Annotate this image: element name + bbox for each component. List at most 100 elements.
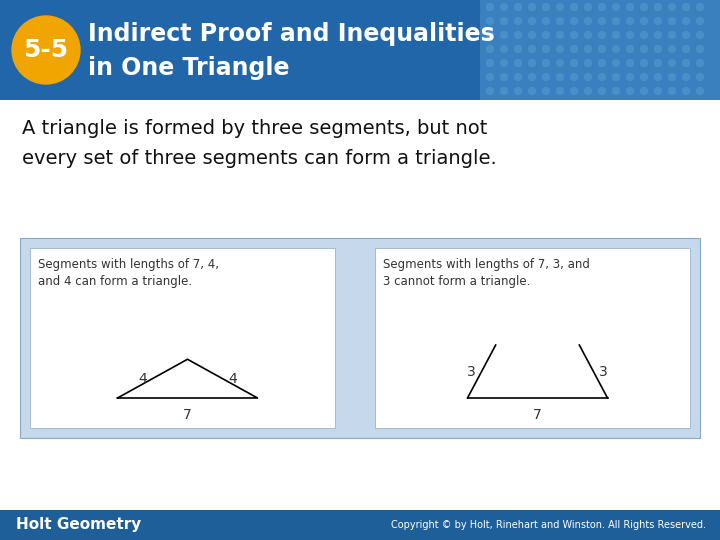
Circle shape <box>654 59 662 66</box>
Circle shape <box>542 45 549 52</box>
Circle shape <box>515 59 521 66</box>
Circle shape <box>585 73 592 80</box>
Text: in One Triangle: in One Triangle <box>88 56 289 80</box>
Text: Copyright © by Holt, Rinehart and Winston. All Rights Reserved.: Copyright © by Holt, Rinehart and Winsto… <box>391 520 706 530</box>
Circle shape <box>542 59 549 66</box>
FancyBboxPatch shape <box>0 0 720 100</box>
Circle shape <box>683 45 690 52</box>
Circle shape <box>570 45 577 52</box>
Circle shape <box>487 45 493 52</box>
Circle shape <box>613 17 619 24</box>
Circle shape <box>585 45 592 52</box>
Circle shape <box>542 3 549 10</box>
Circle shape <box>557 45 564 52</box>
Circle shape <box>696 87 703 94</box>
Circle shape <box>598 59 606 66</box>
Circle shape <box>542 73 549 80</box>
Circle shape <box>487 31 493 38</box>
Circle shape <box>613 45 619 52</box>
Circle shape <box>654 17 662 24</box>
Circle shape <box>557 59 564 66</box>
Circle shape <box>613 31 619 38</box>
Circle shape <box>668 31 675 38</box>
Circle shape <box>641 17 647 24</box>
Circle shape <box>668 17 675 24</box>
Text: Segments with lengths of 7, 3, and
3 cannot form a triangle.: Segments with lengths of 7, 3, and 3 can… <box>383 258 590 288</box>
Circle shape <box>626 87 634 94</box>
Text: 3: 3 <box>467 364 476 379</box>
Circle shape <box>570 87 577 94</box>
Circle shape <box>557 17 564 24</box>
Text: 7: 7 <box>183 408 192 422</box>
Circle shape <box>487 87 493 94</box>
Circle shape <box>528 59 536 66</box>
Circle shape <box>696 31 703 38</box>
Circle shape <box>613 87 619 94</box>
Circle shape <box>613 59 619 66</box>
Circle shape <box>613 73 619 80</box>
Circle shape <box>570 3 577 10</box>
Circle shape <box>500 17 508 24</box>
Circle shape <box>641 87 647 94</box>
Circle shape <box>500 73 508 80</box>
Circle shape <box>557 87 564 94</box>
Circle shape <box>626 45 634 52</box>
Circle shape <box>641 3 647 10</box>
Circle shape <box>654 73 662 80</box>
Circle shape <box>542 87 549 94</box>
Circle shape <box>487 3 493 10</box>
Circle shape <box>683 17 690 24</box>
Circle shape <box>570 73 577 80</box>
Circle shape <box>598 31 606 38</box>
Circle shape <box>557 73 564 80</box>
Circle shape <box>528 87 536 94</box>
Circle shape <box>696 3 703 10</box>
Circle shape <box>487 73 493 80</box>
Circle shape <box>641 31 647 38</box>
Circle shape <box>585 3 592 10</box>
Circle shape <box>557 3 564 10</box>
Circle shape <box>515 31 521 38</box>
Circle shape <box>626 59 634 66</box>
Circle shape <box>487 59 493 66</box>
Text: 4: 4 <box>228 372 237 386</box>
Circle shape <box>641 45 647 52</box>
Circle shape <box>668 87 675 94</box>
Circle shape <box>500 59 508 66</box>
Circle shape <box>641 59 647 66</box>
Text: 7: 7 <box>533 408 542 422</box>
Circle shape <box>500 31 508 38</box>
Circle shape <box>528 45 536 52</box>
Text: 4: 4 <box>138 372 147 386</box>
Text: A triangle is formed by three segments, but not: A triangle is formed by three segments, … <box>22 118 487 138</box>
Circle shape <box>528 3 536 10</box>
Circle shape <box>654 31 662 38</box>
Circle shape <box>654 45 662 52</box>
FancyBboxPatch shape <box>375 248 690 428</box>
Circle shape <box>487 17 493 24</box>
FancyBboxPatch shape <box>30 248 335 428</box>
Circle shape <box>683 3 690 10</box>
Circle shape <box>654 3 662 10</box>
Circle shape <box>626 73 634 80</box>
Text: Holt Geometry: Holt Geometry <box>16 517 141 532</box>
FancyBboxPatch shape <box>480 0 720 100</box>
Circle shape <box>585 31 592 38</box>
Circle shape <box>500 45 508 52</box>
Circle shape <box>528 73 536 80</box>
Circle shape <box>683 73 690 80</box>
FancyBboxPatch shape <box>20 238 700 438</box>
Circle shape <box>585 59 592 66</box>
Circle shape <box>668 73 675 80</box>
Circle shape <box>515 87 521 94</box>
Circle shape <box>641 73 647 80</box>
Circle shape <box>515 17 521 24</box>
Circle shape <box>654 87 662 94</box>
Circle shape <box>570 17 577 24</box>
Circle shape <box>696 59 703 66</box>
Circle shape <box>515 45 521 52</box>
Circle shape <box>598 45 606 52</box>
Circle shape <box>696 17 703 24</box>
Circle shape <box>542 31 549 38</box>
Circle shape <box>696 73 703 80</box>
